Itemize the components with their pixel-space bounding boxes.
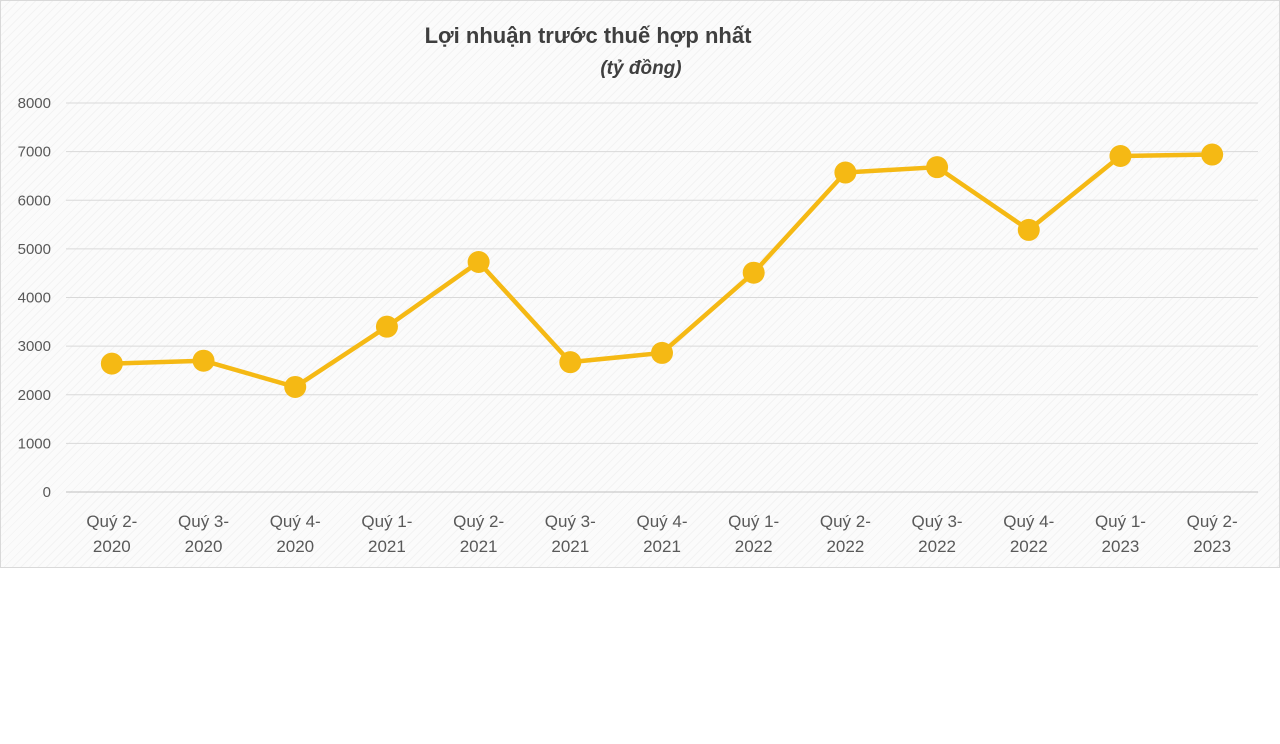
x-tick-label-line: Quý 3-	[178, 512, 229, 531]
data-point	[559, 351, 582, 374]
chart-area: Lợi nhuận trước thuế hợp nhất (tỷ đồng) …	[0, 0, 1280, 568]
data-point	[1109, 145, 1132, 168]
x-tick-label: Quý 2- 2021	[453, 512, 504, 556]
x-tick-label: Quý 4- 2022	[1003, 512, 1054, 556]
data-point	[192, 349, 215, 372]
data-point	[467, 251, 490, 274]
x-tick-label-line: 2022	[735, 537, 773, 556]
x-tick-label: Quý 2- 2023	[1187, 512, 1238, 556]
data-point	[651, 341, 673, 364]
chart-title: Lợi nhuận trước thuế hợp nhất	[425, 23, 753, 48]
y-tick-label: 7000	[18, 144, 51, 161]
x-tick-label-line: 2022	[918, 537, 956, 556]
x-tick-label-line: 2022	[826, 537, 864, 556]
y-tick-label: 4000	[18, 290, 51, 307]
x-tick-label-line: Quý 3-	[545, 512, 596, 531]
x-tick-label-line: 2020	[93, 537, 131, 556]
x-tick-label: Quý 1- 2022	[728, 512, 779, 556]
data-point	[926, 156, 949, 179]
x-tick-label: Quý 3- 2021	[545, 512, 596, 556]
x-tick-label: Quý 2- 2022	[820, 512, 871, 556]
x-tick-label-line: 2021	[643, 537, 681, 556]
x-tick-label: Quý 3- 2022	[912, 512, 963, 556]
data-point	[1017, 218, 1040, 241]
x-tick-label: Quý 3- 2020	[178, 512, 229, 556]
x-tick-label-line: Quý 2-	[86, 512, 137, 531]
data-point	[100, 352, 123, 375]
data-point	[375, 315, 398, 338]
x-tick-label-line: Quý 4-	[636, 512, 687, 531]
x-tick-label-line: 2021	[551, 537, 589, 556]
y-tick-label: 8000	[18, 95, 51, 112]
x-tick-label-line: Quý 2-	[1187, 512, 1238, 531]
data-point	[834, 161, 857, 184]
x-tick-label-line: Quý 1-	[728, 512, 779, 531]
x-tick-label-line: 2021	[460, 537, 498, 556]
x-tick-label-line: 2023	[1193, 537, 1231, 556]
y-tick-label: 3000	[18, 338, 51, 355]
series-group	[100, 143, 1224, 398]
x-tick-label-line: 2023	[1102, 537, 1140, 556]
x-tick-label: Quý 2- 2020	[86, 512, 137, 556]
x-tick-label-line: Quý 1-	[1095, 512, 1146, 531]
x-tick-label-line: 2020	[276, 537, 314, 556]
data-point	[1201, 143, 1224, 166]
x-tick-label: Quý 4- 2021	[636, 512, 687, 556]
x-tick-label: Quý 1- 2023	[1095, 512, 1146, 556]
y-tick-label: 1000	[18, 435, 51, 452]
y-axis-ticks: 0 1000 2000 3000 4000 5000 6000 7000 8000	[18, 95, 51, 501]
x-tick-label-line: 2020	[185, 537, 223, 556]
y-tick-label: 0	[43, 484, 51, 501]
x-tick-label-line: Quý 3-	[912, 512, 963, 531]
chart-subtitle: (tỷ đồng)	[600, 58, 681, 79]
x-tick-label-line: 2022	[1010, 537, 1048, 556]
x-tick-label-line: Quý 1-	[361, 512, 412, 531]
y-tick-label: 5000	[18, 241, 51, 258]
line-chart: Lợi nhuận trước thuế hợp nhất (tỷ đồng) …	[18, 23, 1258, 556]
x-tick-label-line: 2021	[368, 537, 406, 556]
gridlines	[66, 102, 1258, 493]
x-tick-label-line: Quý 2-	[820, 512, 871, 531]
data-point	[742, 261, 765, 284]
x-tick-label: Quý 1- 2021	[361, 512, 412, 556]
x-tick-label: Quý 4- 2020	[270, 512, 321, 556]
x-tick-label-line: Quý 4-	[270, 512, 321, 531]
y-tick-label: 2000	[18, 387, 51, 404]
y-tick-label: 6000	[18, 192, 51, 209]
x-tick-label-line: Quý 4-	[1003, 512, 1054, 531]
x-axis-ticks: Quý 2- 2020 Quý 3- 2020 Quý 4- 2020 Quý 1- 2021…	[86, 512, 1237, 556]
data-point	[284, 375, 307, 398]
x-tick-label-line: Quý 2-	[453, 512, 504, 531]
